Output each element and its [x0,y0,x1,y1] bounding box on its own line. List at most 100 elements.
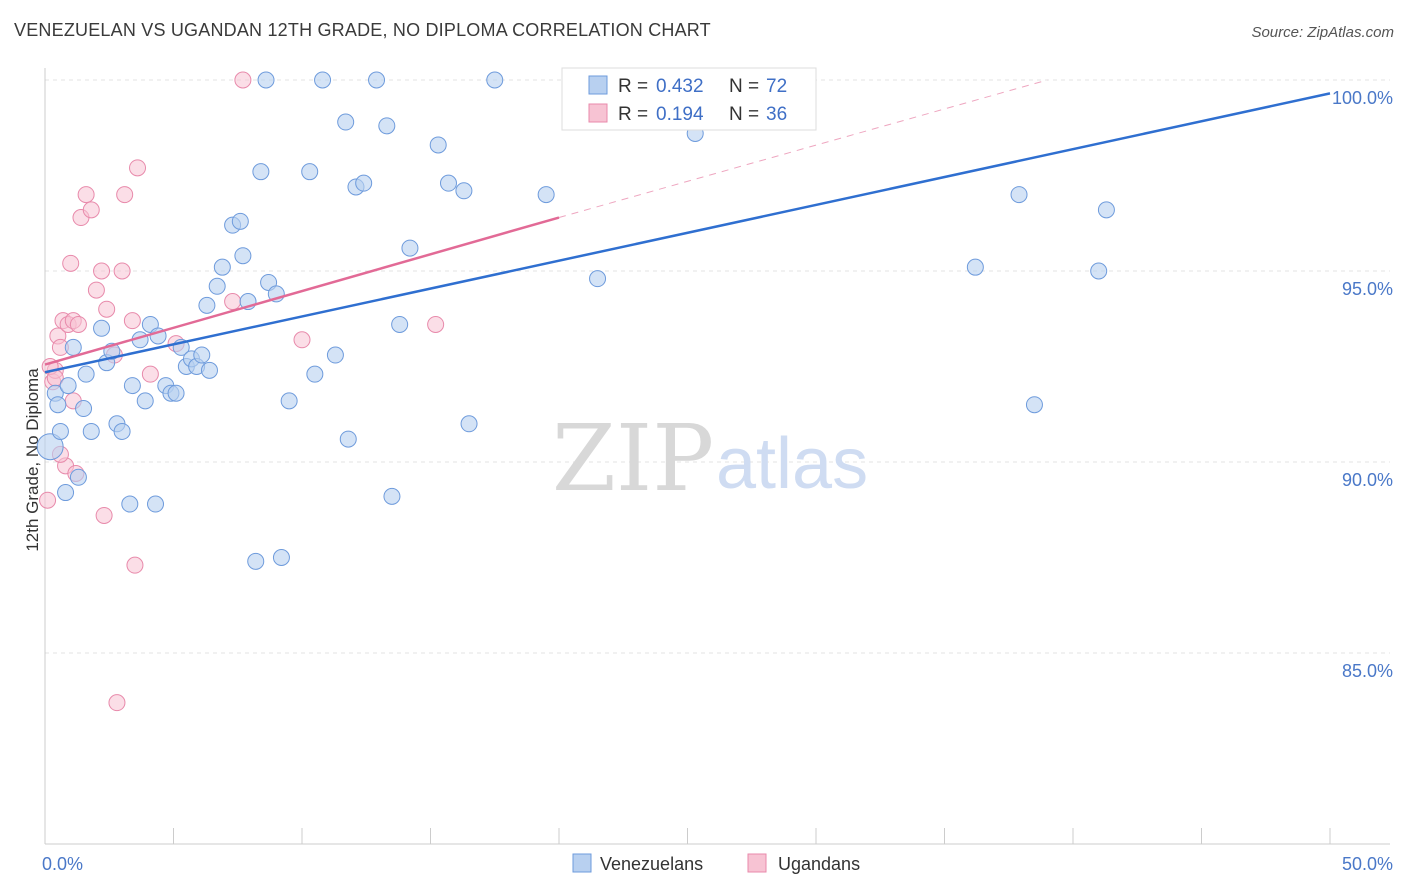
venezuelans-point-20 [147,495,165,513]
venezuelans-point-55 [383,487,401,505]
ugandans-point-13 [77,186,95,204]
venezuelans-point-36 [234,247,252,265]
venezuelans-point-33 [213,258,231,276]
ugandans-point-18 [98,300,116,318]
venezuelans-point-70 [1097,201,1115,219]
y-tick-label-3: 100.0% [1332,88,1393,108]
venezuelans-point-56 [391,315,409,333]
x-tick-label-1: 50.0% [1342,854,1393,874]
venezuelans-point-43 [272,549,290,566]
venezuelans-point-35 [231,212,249,230]
legend-r-value-1: 0.432 [656,76,704,97]
venezuelans-point-3 [57,484,75,502]
y-axis-label: 12th Grade, No Diploma [23,368,42,552]
watermark-zip: ZIP [552,405,714,512]
ugandans-point-29 [234,71,252,89]
ugandans-point-25 [129,159,147,177]
ugandans-point-21 [113,262,131,280]
y-tick-labels: 85.0% 90.0% 95.0% 100.0% [1332,88,1393,681]
venezuelans-point-4 [59,377,77,395]
trend-lines [44,79,1331,374]
venezuelans-point-61 [460,415,478,433]
venezuelans-point-0 [36,433,64,461]
ugandans-point-16 [93,262,111,280]
venezuelans-point-2 [51,422,69,440]
ugandans-point-11 [69,315,87,333]
venezuelans-point-66 [966,258,984,276]
venezuelans-point-9 [82,422,100,440]
ugandans-point-8 [62,254,80,272]
venezuelans-point-40 [257,71,275,89]
venezuelans-point-32 [208,277,226,295]
venezuelans-point-16 [123,377,141,395]
legend-swatch-venezuelans [588,75,608,95]
bottom-legend-venezuelans: Venezuelans [600,854,703,874]
venezuelans-point-14 [113,422,131,440]
venezuelans-point-45 [301,163,319,181]
ugandans-point-26 [141,365,159,383]
legend-n-value-1: 72 [766,76,787,97]
y-tick-label-1: 90.0% [1342,470,1393,490]
grid [45,79,1390,654]
y-tick-label-2: 95.0% [1342,279,1393,299]
venezuelans-point-38 [247,552,265,570]
venezuelans-point-58 [429,136,447,154]
legend-swatch-ugandans [588,103,608,123]
ugandans-point-22 [116,186,134,204]
bottom-legend: Venezuelans Ugandans [572,853,860,874]
venezuelans-points [36,71,1115,570]
legend-n-value-2: 36 [766,104,787,125]
bottom-legend-swatch-venezuelans [572,853,592,873]
chart-title: VENEZUELAN VS UGANDAN 12TH GRADE, NO DIP… [14,20,711,40]
bottom-legend-swatch-ugandans [747,853,767,873]
venezuelans-point-24 [167,384,185,402]
venezuelans-point-54 [378,117,396,135]
venezuelans-trend-line [44,92,1331,374]
venezuelans-point-63 [537,186,555,204]
x-tick-label-0: 0.0% [42,854,83,874]
watermark: ZIP atlas [552,405,868,512]
venezuelans-point-8 [77,365,95,383]
watermark-atlas: atlas [716,424,868,504]
venezuelans-point-62 [486,71,504,89]
venezuelans-point-64 [589,270,607,288]
venezuelans-point-15 [121,495,139,513]
venezuelans-point-39 [252,163,270,181]
venezuelans-point-59 [439,174,457,192]
legend-r-label-2: R = [618,104,648,125]
venezuelans-point-69 [1090,262,1108,280]
ugandans-point-23 [123,312,141,330]
venezuelans-point-44 [280,392,298,410]
venezuelans-point-30 [198,296,216,314]
venezuelans-point-29 [193,346,211,364]
ugandans-points [39,71,445,712]
venezuelans-point-67 [1010,186,1028,204]
ugandans-point-15 [87,281,105,299]
ugandans-trend-extension [558,79,1048,219]
venezuelans-point-47 [314,71,332,89]
legend-n-label-2: N = [729,104,759,125]
ugandans-point-28 [224,293,242,311]
bottom-legend-ugandans: Ugandans [778,854,860,874]
venezuelans-point-49 [337,113,355,131]
ugandans-point-20 [108,694,126,712]
x-tick-labels: 0.0% 50.0% [42,854,1393,874]
venezuelans-point-71 [49,396,67,414]
ugandans-point-24 [126,556,144,574]
venezuelans-point-53 [368,71,386,89]
venezuelans-point-57 [401,239,419,257]
ugandans-point-0 [39,491,57,509]
ugandans-point-14 [82,201,100,219]
venezuelans-point-52 [355,174,373,192]
venezuelans-point-50 [339,430,357,448]
legend-r-label-1: R = [618,76,648,97]
venezuelans-point-48 [326,346,344,364]
venezuelans-point-31 [200,361,218,379]
venezuelans-point-7 [75,400,93,418]
venezuelans-point-5 [64,338,82,356]
y-tick-label-0: 85.0% [1342,661,1393,681]
venezuelans-point-46 [306,365,324,383]
legend-r-value-2: 0.194 [656,104,704,125]
ugandans-point-17 [95,506,113,524]
